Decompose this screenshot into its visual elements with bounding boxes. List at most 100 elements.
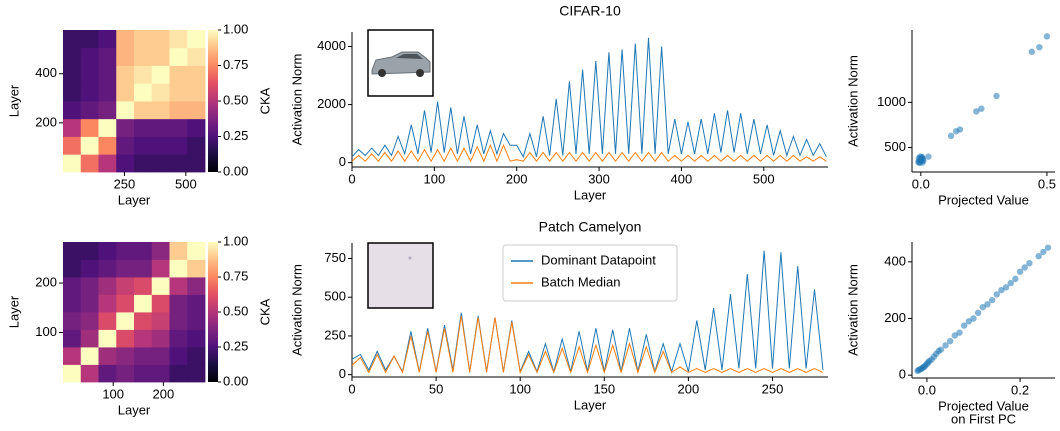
heatmap-cell [151,242,170,260]
heatmap-cell [63,47,82,66]
heatmap-cell [80,154,99,173]
heatmap-cell [63,136,82,155]
heatmap-cell [98,154,117,173]
heatmap-cell [187,242,206,260]
heatmap-cell [80,364,99,383]
colorbar-tick-label: 0.75 [223,268,248,283]
x-tick-label: 200 [153,386,175,401]
chart-title: CIFAR-10 [559,3,621,19]
x-tick-label: 0.2 [1011,382,1029,397]
y-tick-label: 0 [339,366,346,381]
scatter-point [947,132,955,140]
scatter-point [1021,264,1028,271]
heatmap-cell [80,101,99,120]
heatmap-cell [116,329,135,348]
heatmap-cell [98,294,117,313]
x-tick-label: 300 [588,171,610,186]
heatmap-cell [169,83,188,102]
heatmap-cell [187,136,206,155]
y-tick-label: 200 [35,274,57,289]
car-wheel [378,69,386,77]
y-tick-label: 0 [339,154,346,169]
heatmap-cell [98,364,117,383]
heatmap-cell [151,277,170,295]
heatmap-cell [169,154,188,173]
scatter-point [1036,43,1043,51]
heatmap-cell [134,329,153,348]
scatter-point [956,126,964,133]
heatmap-cell [63,347,82,365]
x-tick-label: 400 [671,171,693,186]
heatmap-cell [187,277,206,295]
heatmap-cell [80,242,99,260]
scatter-point [942,342,949,349]
inset-frame [367,242,434,309]
heatmap-cell [63,101,82,120]
scatter-point [918,153,926,161]
heatmap-cell [151,101,170,120]
heatmap-cell [187,364,206,383]
heatmap-cell [98,347,117,365]
scatter-point [1043,33,1051,40]
scatter-point [970,315,977,322]
colorbar-tick-label: 0.00 [223,373,248,388]
heatmap-cell [187,47,206,66]
y-tick-label: 0 [899,367,906,382]
legend-box [502,244,678,302]
heatmap-cell [134,259,153,278]
colorbar-label: CKA [257,298,272,325]
heatmap-cell [116,154,135,173]
x-axis-label: Layer [574,187,607,202]
heatmap-cell [134,30,153,49]
heatmap-cell [98,118,117,137]
heatmap-cell [98,65,117,84]
panel: 0 100 200 300 400 500 0 2000 4000 Layer Activation… [289,3,828,202]
x-axis-label: on First PC [951,411,1016,426]
y-tick-label: 400 [35,65,57,80]
heatmap-cell [134,154,153,173]
x-tick-label: 200 [678,381,700,396]
heatmap-cell [169,118,188,137]
heatmap-cell [151,47,170,66]
y-tick-label: 250 [324,327,346,342]
heatmap-cell [169,101,188,120]
heatmap-cell [80,259,99,278]
y-axis-label: Layer [6,295,21,328]
heatmap-cell [63,118,82,137]
heatmap-cell [98,259,117,278]
colorbar-tick-label: 0.00 [223,163,248,178]
inset-image-cifar [367,29,434,97]
heatmap-cell [169,259,188,278]
x-axis-label: Layer [118,402,151,417]
x-axis-label: Projected Value [938,192,1029,207]
heatmap-cell [187,312,206,330]
heatmap-cell [151,259,170,278]
heatmap-cell [98,101,117,120]
scatter-point [960,322,968,329]
heatmap-cell [80,83,99,102]
y-tick-label: 200 [35,114,57,129]
scatter-point [925,153,932,160]
scatter-point [951,332,959,339]
scatter-point [956,329,963,336]
heatmap-cell [63,154,82,173]
heatmap-cell [63,65,82,84]
heatmap-cell [187,101,206,120]
y-tick-label: 400 [884,253,906,268]
heatmap-cell [134,364,153,383]
heatmap-cell [80,277,99,295]
heatmap-cell [187,347,206,365]
scatter-point [984,301,991,308]
heatmap-cell [134,118,153,137]
legend-label: Dominant Datapoint [541,252,656,267]
y-axis-label: Activation Norm [289,54,304,146]
heatmap-cell [151,83,170,102]
x-tick-label: 100 [102,386,124,401]
heatmap-cell [98,30,117,49]
scatter-point [1012,275,1019,283]
heatmap-cell [116,136,135,155]
heatmap-cell [134,242,153,260]
heatmap-cell [80,329,99,348]
